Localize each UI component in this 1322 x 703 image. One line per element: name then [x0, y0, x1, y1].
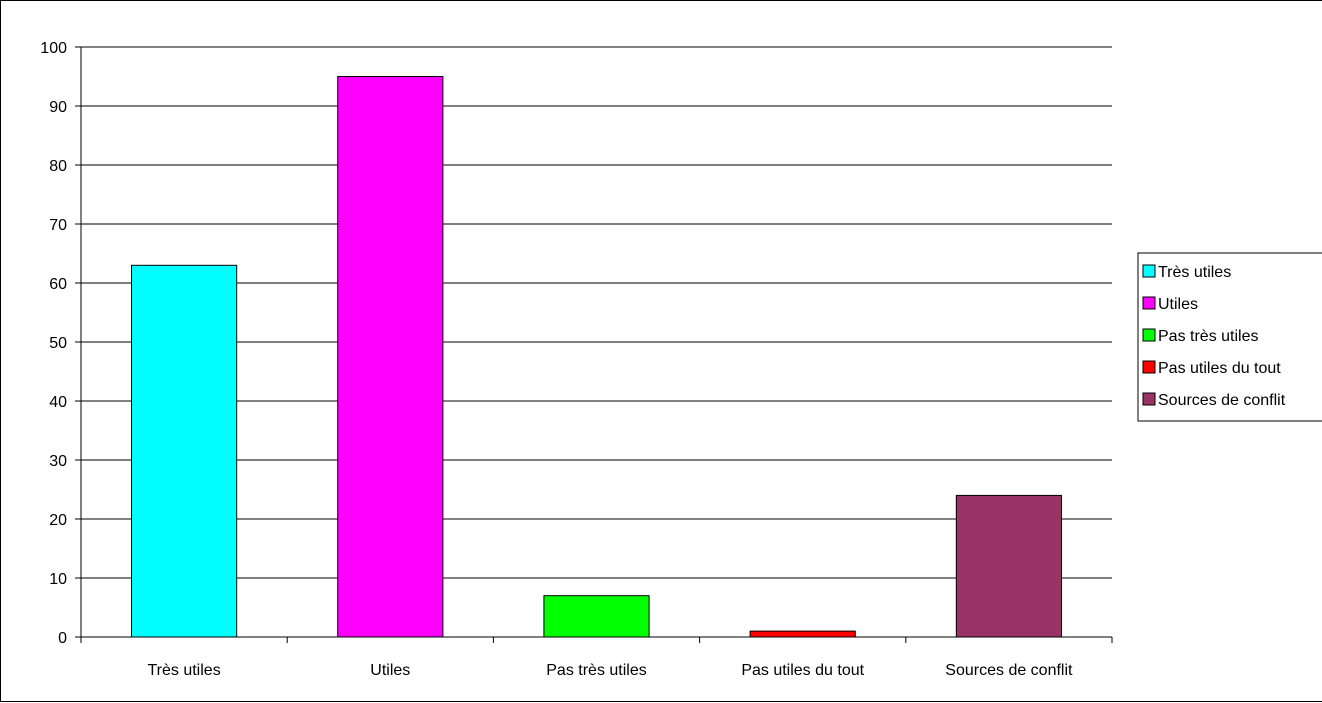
gridlines: [81, 46, 1112, 579]
bar: [131, 264, 238, 638]
bar: [955, 494, 1062, 638]
legend-label: Pas utiles du tout: [1158, 360, 1281, 377]
y-tick-label: 30: [49, 453, 67, 470]
legend-swatch: [1142, 392, 1156, 406]
y-tick-labels: 0 10 20 30 40 50 60 70 80 90 100: [40, 40, 67, 647]
x-tick-label: Très utiles: [147, 662, 220, 679]
x-tick-label: Pas utiles du tout: [741, 662, 864, 679]
bar: [337, 76, 444, 638]
axes: [75, 46, 1113, 643]
bar: [749, 630, 856, 638]
legend-label: Très utiles: [1158, 264, 1231, 281]
legend-swatch: [1142, 296, 1156, 310]
x-tick-label: Sources de conflit: [945, 662, 1073, 679]
bar: [543, 595, 650, 638]
y-tick-label: 50: [49, 335, 67, 352]
y-tick-label: 90: [49, 99, 67, 116]
legend: Très utiles Utiles Pas très utiles Pas util…: [1137, 252, 1322, 422]
y-tick-label: 100: [40, 40, 67, 57]
legend-label: Pas très utiles: [1158, 328, 1258, 345]
y-tick-label: 60: [49, 276, 67, 293]
y-tick-label: 0: [58, 630, 67, 647]
bars: [131, 76, 1062, 638]
y-tick-label: 40: [49, 394, 67, 411]
legend-swatch: [1142, 264, 1156, 278]
y-tick-label: 80: [49, 158, 67, 175]
y-tick-label: 10: [49, 571, 67, 588]
legend-label: Utiles: [1158, 296, 1198, 313]
legend-swatch: [1142, 328, 1156, 342]
y-tick-label: 70: [49, 217, 67, 234]
legend-box: [1137, 252, 1322, 422]
x-tick-label: Pas très utiles: [546, 662, 646, 679]
legend-swatch: [1142, 360, 1156, 374]
x-tick-label: Utiles: [370, 662, 410, 679]
y-tick-label: 20: [49, 512, 67, 529]
legend-label: Sources de conflit: [1158, 392, 1286, 409]
x-tick-labels: Très utiles Utiles Pas très utiles Pas util…: [147, 662, 1073, 679]
